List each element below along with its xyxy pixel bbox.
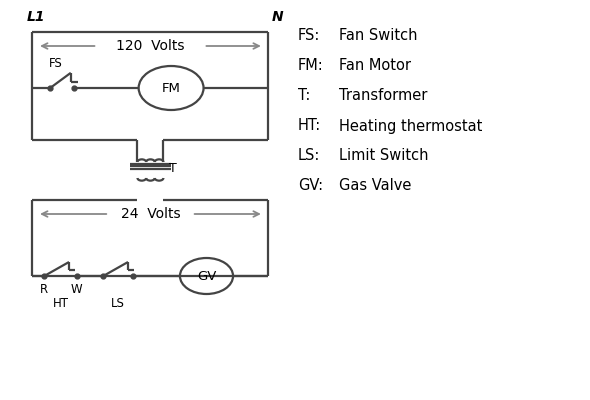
Text: FM:: FM: [298, 58, 324, 74]
Text: 24  Volts: 24 Volts [120, 207, 181, 221]
Text: T: T [169, 162, 177, 175]
Text: GV:: GV: [298, 178, 323, 194]
Text: W: W [71, 283, 83, 296]
Text: Limit Switch: Limit Switch [339, 148, 429, 164]
Text: Fan Motor: Fan Motor [339, 58, 411, 74]
Text: Fan Switch: Fan Switch [339, 28, 418, 44]
Text: FS:: FS: [298, 28, 320, 44]
Text: GV: GV [197, 270, 216, 282]
Text: HT: HT [53, 297, 68, 310]
Text: LS:: LS: [298, 148, 320, 164]
Text: N: N [271, 10, 283, 24]
Text: T:: T: [298, 88, 310, 104]
Text: FM: FM [162, 82, 181, 94]
Text: Gas Valve: Gas Valve [339, 178, 412, 194]
Text: Heating thermostat: Heating thermostat [339, 118, 483, 134]
Text: R: R [40, 283, 48, 296]
Text: LS: LS [111, 297, 125, 310]
Text: Transformer: Transformer [339, 88, 428, 104]
Text: HT:: HT: [298, 118, 321, 134]
Text: L1: L1 [27, 10, 45, 24]
Text: FS: FS [49, 57, 63, 70]
Text: 120  Volts: 120 Volts [116, 39, 185, 53]
